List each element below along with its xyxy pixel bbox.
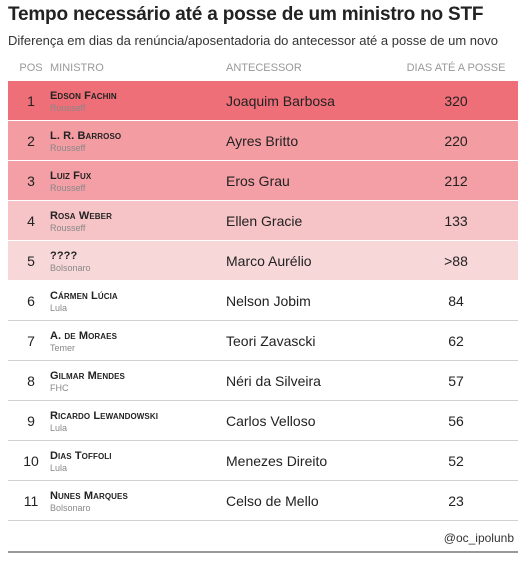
row-position: 3	[27, 173, 35, 189]
table-body: 1 Edson Fachin Rousseff Joaquim Barbosa 320 2…	[8, 81, 518, 521]
row-position: 2	[27, 133, 35, 149]
row-position: 1	[27, 93, 35, 109]
predecessor-name: Ayres Britto	[226, 133, 299, 149]
predecessor-name: Nelson Jobim	[226, 293, 311, 309]
days-value: >88	[444, 253, 468, 269]
appointed-by: Rousseff	[50, 183, 86, 193]
minister-name: Nunes Marques	[50, 490, 128, 502]
predecessor-name: Menezes Direito	[226, 453, 328, 469]
minister-name: Dias Toffoli	[50, 450, 112, 462]
days-value: 57	[448, 373, 464, 389]
minister-name: Rosa Weber	[50, 210, 112, 222]
appointed-by: Temer	[50, 343, 76, 353]
predecessor-name: Marco Aurélio	[226, 253, 312, 269]
row-position: 10	[23, 453, 39, 469]
predecessor-name: Joaquim Barbosa	[226, 93, 335, 109]
predecessor-name: Teori Zavascki	[226, 333, 316, 349]
appointed-by: Lula	[50, 303, 68, 313]
appointed-by: Lula	[50, 423, 68, 433]
header-antecessor: ANTECESSOR	[226, 62, 302, 74]
minister-name: Ricardo Lewandowski	[50, 410, 159, 422]
predecessor-name: Eros Grau	[226, 173, 290, 189]
table-row: 11 Nunes Marques Bolsonaro Celso de Mello 23	[8, 481, 518, 521]
predecessor-name: Néri da Silveira	[226, 373, 321, 389]
appointed-by: Rousseff	[50, 143, 86, 153]
appointed-by: Bolsonaro	[50, 503, 91, 513]
days-value: 212	[444, 173, 468, 189]
bottom-rule	[8, 551, 518, 553]
minister-name: ????	[50, 250, 78, 262]
table-row: 4 Rosa Weber Rousseff Ellen Gracie 133	[8, 201, 518, 241]
minister-name: Cármen Lúcia	[50, 290, 118, 302]
row-position: 8	[27, 373, 35, 389]
chart-title: Tempo necessário até a posse de um minis…	[8, 4, 484, 25]
table-row: 7 A. de Moraes Temer Teori Zavascki 62	[8, 321, 518, 361]
appointed-by: FHC	[50, 383, 69, 393]
header-ministro: MINISTRO	[50, 62, 104, 74]
days-value: 23	[448, 493, 464, 509]
appointed-by: Rousseff	[50, 103, 86, 113]
table-row: 5???? Bolsonaro Marco Aurélio >88	[8, 241, 518, 281]
row-position: 6	[27, 293, 35, 309]
days-value: 133	[444, 213, 468, 229]
minister-name: Gilmar Mendes	[50, 370, 125, 382]
days-value: 56	[448, 413, 464, 429]
row-position: 4	[27, 213, 35, 229]
credit-handle: @oc_ipolunb	[443, 531, 514, 545]
table-row: 1 Edson Fachin Rousseff Joaquim Barbosa 320	[8, 81, 518, 121]
table-row: 8 Gilmar Mendes FHC Néri da Silveira 57	[8, 361, 518, 401]
days-value: 52	[448, 453, 464, 469]
table-row: 2 L. R. Barroso Rousseff Ayres Britto 220	[8, 121, 518, 161]
minister-name: L. R. Barroso	[50, 130, 122, 142]
table-row: 9 Ricardo Lewandowski Lula Carlos Velloso 56	[8, 401, 518, 441]
appointed-by: Bolsonaro	[50, 263, 91, 273]
days-value: 320	[444, 93, 468, 109]
table-row: 10 Dias Toffoli Lula Menezes Direito 52	[8, 441, 518, 481]
appointed-by: Lula	[50, 463, 68, 473]
days-value: 62	[448, 333, 464, 349]
row-position: 5	[27, 253, 35, 269]
days-value: 220	[444, 133, 468, 149]
row-position: 11	[23, 493, 39, 509]
row-position: 7	[27, 333, 35, 349]
predecessor-name: Celso de Mello	[226, 493, 319, 509]
predecessor-name: Ellen Gracie	[226, 213, 303, 229]
minister-name: Luiz Fux	[50, 170, 92, 182]
chart-subtitle: Diferença em dias da renúncia/aposentado…	[8, 33, 498, 48]
minister-name: A. de Moraes	[50, 330, 118, 342]
header-pos: POS	[19, 62, 43, 74]
predecessor-name: Carlos Velloso	[226, 413, 316, 429]
table-row: 6 Cármen Lúcia Lula Nelson Jobim 84	[8, 281, 518, 321]
days-value: 84	[448, 293, 464, 309]
header-dias: DIAS ATÉ A POSSE	[406, 62, 506, 74]
minister-name: Edson Fachin	[50, 90, 117, 102]
row-position: 9	[27, 413, 35, 429]
appointed-by: Rousseff	[50, 223, 86, 233]
table-row: 3 Luiz Fux Rousseff Eros Grau 212	[8, 161, 518, 201]
